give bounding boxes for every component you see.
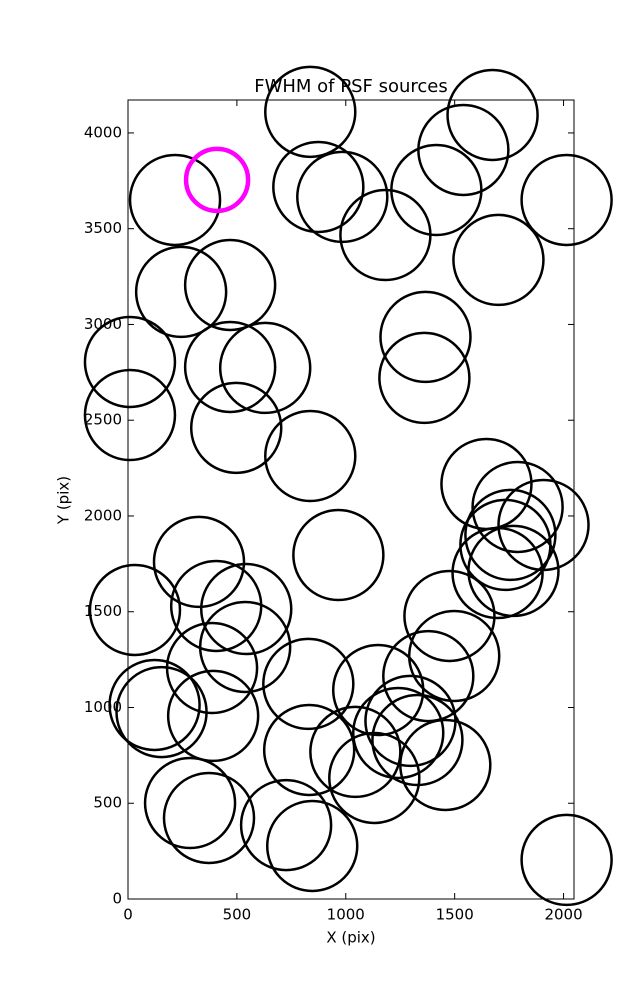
x-tick-label: 2000 [544, 906, 582, 924]
source-circle [464, 488, 557, 582]
source-circle [520, 153, 613, 247]
y-axis-label: Y (pix) [55, 476, 73, 525]
source-circle [352, 686, 445, 780]
source-circle [399, 718, 492, 812]
x-tick-label: 0 [123, 906, 133, 924]
x-axis-label: X (pix) [326, 929, 375, 947]
source-circle [183, 238, 277, 332]
source-circle [115, 665, 208, 759]
source-circle [218, 321, 312, 415]
source-circle [152, 515, 246, 609]
source-circle [162, 771, 256, 865]
source-circle [452, 213, 545, 307]
source-circle [264, 65, 357, 159]
source-circle [143, 756, 237, 850]
y-tick-label: 1500 [84, 602, 122, 620]
source-circle [198, 600, 292, 694]
plot-frame [127, 99, 575, 900]
source-circle [371, 693, 464, 787]
source-circle [471, 460, 564, 554]
source-circle [83, 368, 177, 462]
source-circle [265, 799, 359, 893]
source-circle [239, 778, 333, 872]
source-circle [440, 437, 533, 531]
y-tick-label: 1000 [84, 698, 122, 716]
source-circle [183, 320, 277, 414]
source-circle [328, 731, 421, 825]
source-circle [272, 140, 365, 234]
y-tick-label: 3500 [84, 219, 122, 237]
y-tick-label: 0 [112, 890, 122, 908]
y-tick-label: 4000 [84, 123, 122, 141]
source-circle [382, 629, 475, 723]
source-circle [166, 669, 260, 763]
source-circle [292, 508, 385, 602]
y-tick-label: 2500 [84, 411, 122, 429]
source-circle [467, 524, 560, 618]
source-circle [264, 409, 357, 503]
source-circle [200, 562, 293, 656]
source-circle [403, 569, 496, 663]
source-circle [309, 705, 402, 799]
source-circle [262, 703, 356, 797]
x-tick-label: 500 [223, 906, 252, 924]
source-circle [446, 68, 539, 162]
source-circle [128, 153, 222, 247]
y-tick-label: 500 [93, 794, 122, 812]
source-circle [520, 813, 613, 907]
source-circle [189, 381, 283, 475]
x-tick-label: 1000 [327, 906, 365, 924]
source-circle [378, 331, 471, 425]
source-circle [459, 498, 552, 592]
source-circle [108, 658, 201, 752]
source-circle [339, 188, 432, 282]
source-circle [183, 146, 251, 214]
source-circle [134, 245, 228, 339]
chart-title: FWHM of PSF sources [254, 76, 448, 97]
source-circle [331, 643, 425, 737]
y-tick-label: 2000 [84, 506, 122, 524]
source-circle [88, 563, 182, 657]
source-circle [390, 143, 483, 237]
y-tick-label: 3000 [84, 315, 122, 333]
source-circle [379, 290, 472, 384]
source-circle [296, 150, 389, 244]
source-circle [83, 315, 177, 409]
x-tick-label: 1500 [436, 906, 474, 924]
source-circle [262, 637, 355, 731]
